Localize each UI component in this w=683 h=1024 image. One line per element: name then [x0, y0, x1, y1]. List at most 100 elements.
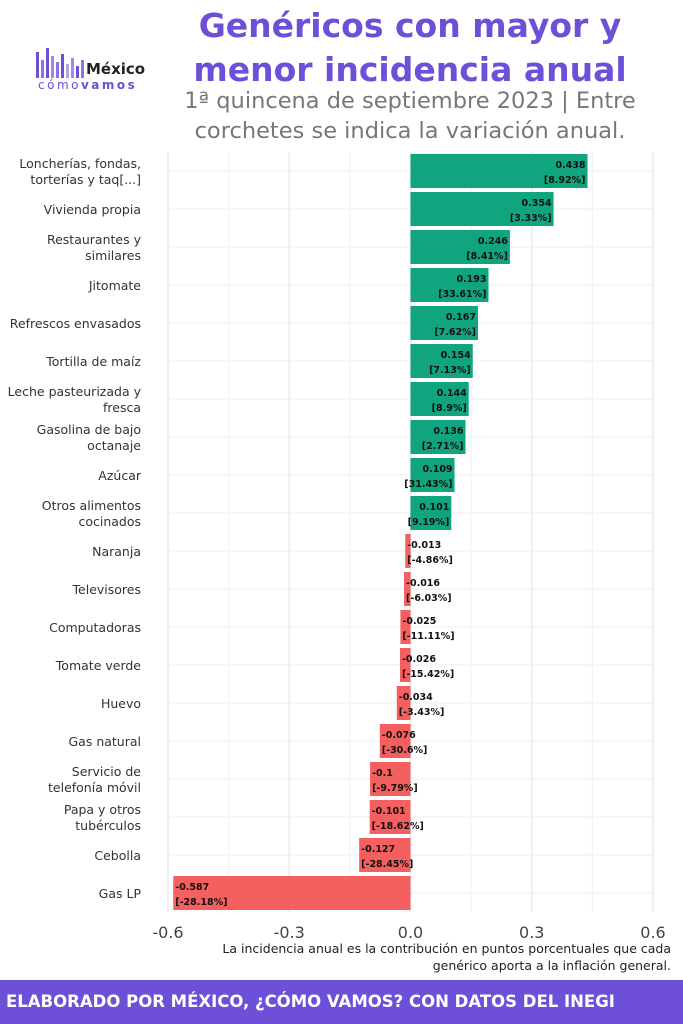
value-label: 0.193 — [456, 274, 486, 285]
annual-variation-label: [-6.03%] — [406, 593, 452, 604]
logo-sub: cómovamos — [38, 78, 138, 92]
bar — [410, 268, 489, 302]
category-label: cocinados — [78, 514, 141, 529]
x-tick-label: -0.3 — [274, 923, 305, 942]
bar — [173, 876, 411, 910]
value-label: -0.101 — [372, 806, 406, 817]
annual-variation-label: [33.61%] — [438, 289, 486, 300]
category-label: Jitomate — [88, 278, 141, 293]
value-label: 0.167 — [446, 312, 476, 323]
bar — [404, 572, 411, 606]
category-label: Papa y otros — [64, 802, 141, 817]
bar — [379, 724, 411, 758]
category-label: Tomate verde — [55, 658, 142, 673]
x-tick-label: 0.0 — [398, 923, 423, 942]
value-label: 0.109 — [422, 464, 452, 475]
value-label: -0.013 — [407, 540, 441, 551]
annual-variation-label: [7.62%] — [434, 327, 476, 338]
bar — [410, 154, 588, 188]
x-tick-label: -0.6 — [152, 923, 183, 942]
value-label: -0.1 — [372, 768, 393, 779]
value-label: -0.016 — [406, 578, 440, 589]
category-label: Gas LP — [99, 886, 142, 901]
category-label: telefonía móvil — [48, 780, 141, 795]
category-label: octanaje — [87, 438, 141, 453]
bar — [410, 420, 466, 454]
value-label: 0.246 — [478, 236, 508, 247]
category-label: tubérculos — [75, 818, 141, 833]
bar — [410, 458, 455, 492]
category-label: Azúcar — [98, 468, 142, 483]
value-label: -0.076 — [382, 730, 416, 741]
category-label: Gasolina de bajo — [37, 422, 141, 437]
category-label: Loncherías, fondas, — [19, 156, 141, 171]
bar — [399, 648, 411, 682]
category-label: Huevo — [101, 696, 141, 711]
bar — [400, 610, 411, 644]
annual-variation-label: [2.71%] — [422, 441, 464, 452]
chart-title: Genéricos con mayor y menor incidencia a… — [193, 6, 627, 89]
category-label: Televisores — [72, 582, 141, 597]
value-label: 0.144 — [437, 388, 467, 399]
value-label: -0.026 — [402, 654, 436, 665]
footnote: La incidencia anual es la contribución e… — [222, 941, 671, 973]
x-tick-label: 0.3 — [519, 923, 544, 942]
category-label: fresca — [103, 400, 141, 415]
bar — [369, 800, 411, 834]
value-label: 0.101 — [419, 502, 449, 513]
annual-variation-label: [-30.6%] — [382, 745, 428, 756]
annual-variation-label: [-9.79%] — [372, 783, 418, 794]
bar — [410, 306, 478, 340]
annual-variation-label: [7.13%] — [429, 365, 471, 376]
annual-variation-label: [3.33%] — [510, 213, 552, 224]
value-label: 0.154 — [441, 350, 471, 361]
bar — [370, 762, 411, 796]
category-label: Naranja — [92, 544, 141, 559]
category-label: Tortilla de maíz — [45, 354, 141, 369]
bar — [405, 534, 411, 568]
annual-variation-label: [-4.86%] — [407, 555, 453, 566]
logo: México cómovamos — [36, 38, 156, 94]
annual-variation-label: [-11.11%] — [402, 631, 454, 642]
category-label: Computadoras — [49, 620, 141, 635]
category-label: Cebolla — [94, 848, 141, 863]
category-label: Leche pasteurizada y — [8, 384, 142, 399]
bar — [410, 344, 473, 378]
value-label: 0.136 — [433, 426, 463, 437]
annual-variation-label: [-28.45%] — [361, 859, 413, 870]
category-label: Restaurantes y — [47, 232, 142, 247]
chart-subtitle: 1ª quincena de septiembre 2023 | Entre c… — [184, 88, 636, 144]
bar — [410, 496, 452, 530]
logo-word: México — [86, 60, 146, 78]
annual-variation-label: [-28.18%] — [175, 897, 227, 908]
bar-chart: -0.6 -0.3 0.0 0.3 0.6 0.438 [8.92%] Loncherías,… — [8, 152, 666, 942]
category-label: Refrescos envasados — [10, 316, 141, 331]
bar — [410, 382, 469, 416]
value-label: -0.025 — [402, 616, 436, 627]
value-label: 0.354 — [522, 198, 552, 209]
x-tick-label: 0.6 — [640, 923, 665, 942]
annual-variation-label: [8.92%] — [544, 175, 586, 186]
bar — [410, 192, 554, 226]
annual-variation-label: [8.41%] — [466, 251, 508, 262]
category-label: similares — [85, 248, 141, 263]
category-label: Otros alimentos — [42, 498, 141, 513]
category-label: Servicio de — [72, 764, 142, 779]
bar — [396, 686, 411, 720]
value-label: 0.438 — [555, 160, 585, 171]
annual-variation-label: [-15.42%] — [402, 669, 454, 680]
annual-variation-label: [31.43%] — [404, 479, 452, 490]
category-label: Vivienda propia — [44, 202, 141, 217]
value-label: -0.587 — [175, 882, 209, 893]
category-label: Gas natural — [68, 734, 141, 749]
category-label: torterías y taq[...] — [30, 172, 141, 187]
footer-banner: ELABORADO POR MÉXICO, ¿CÓMO VAMOS? CON D… — [0, 980, 683, 1024]
annual-variation-label: [-3.43%] — [399, 707, 445, 718]
value-label: -0.034 — [399, 692, 433, 703]
bar — [359, 838, 411, 872]
bar — [410, 230, 510, 264]
annual-variation-label: [9.19%] — [408, 517, 450, 528]
annual-variation-label: [-18.62%] — [372, 821, 424, 832]
value-label: -0.127 — [361, 844, 395, 855]
logo-bars-icon — [36, 40, 86, 78]
